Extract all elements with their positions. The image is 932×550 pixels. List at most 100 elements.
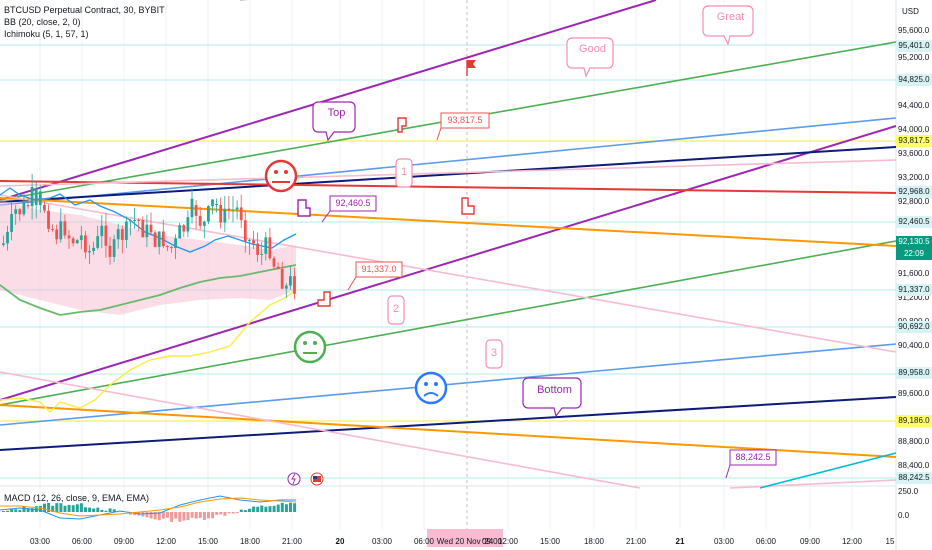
candle <box>59 221 63 240</box>
macd-histogram-bar <box>47 502 51 512</box>
candle <box>190 198 194 218</box>
candle <box>51 228 54 230</box>
chart-title[interactable]: BTCUSD Perpetual Contract, 30, BYBIT <box>4 5 165 15</box>
macd-histogram-bar <box>186 512 190 521</box>
candle <box>38 191 42 205</box>
candle <box>276 266 280 270</box>
x-tick-day: 20 <box>335 537 345 546</box>
candle <box>235 207 239 210</box>
macd-histogram-bar <box>71 505 75 512</box>
last-price-badge: 92,130.5 <box>896 236 932 248</box>
y-tick: 94,000.0 <box>898 125 930 134</box>
y-tick: 90,400.0 <box>898 341 930 350</box>
macd-histogram-bar <box>10 508 14 512</box>
macd-histogram-bar <box>264 506 268 512</box>
price-badge: 94,825.0 <box>896 74 932 86</box>
wave-label-2: 2 <box>392 303 400 315</box>
candle <box>43 205 46 211</box>
candle <box>248 240 251 242</box>
candle <box>227 208 231 210</box>
candle <box>178 225 182 239</box>
macd-histogram-bar <box>30 508 34 512</box>
price-badge: 91,337.0 <box>896 284 932 296</box>
macd-histogram-bar <box>38 506 42 512</box>
crosshair-date-label: Wed 20 Nov '24 <box>436 537 494 546</box>
bb-indicator-label[interactable]: BB (20, close, 2, 0) <box>4 17 81 27</box>
candle <box>157 231 161 247</box>
candle <box>120 229 124 240</box>
candle <box>137 219 141 221</box>
top-bubble <box>312 101 356 142</box>
x-tick: 21:00 <box>625 537 647 546</box>
candle <box>100 225 104 237</box>
macd-tick: 0.0 <box>898 511 910 520</box>
wave-label-3: 3 <box>490 347 498 359</box>
macd-histogram-bar <box>100 509 104 512</box>
x-tick: 09:00 <box>799 537 821 546</box>
macd-tick: 250.0 <box>898 487 919 496</box>
x-tick: 21:00 <box>281 537 303 546</box>
x-tick: 18:00 <box>239 537 261 546</box>
macd-histogram-bar <box>182 512 186 521</box>
macd-histogram-bar <box>157 512 161 521</box>
pointing-hand-icon-2 <box>461 197 475 215</box>
macd-histogram-bar <box>153 512 157 520</box>
macd-histogram-bar <box>34 506 38 512</box>
candle <box>63 221 67 236</box>
x-tick: 03:00 <box>713 537 735 546</box>
macd-histogram-bar <box>59 503 63 512</box>
ichimoku-indicator-label[interactable]: Ichimoku (5, 1, 57, 1) <box>4 29 89 39</box>
candle <box>6 231 9 244</box>
x-tick: 06:00 <box>71 537 93 546</box>
candle <box>174 238 177 248</box>
macd-histogram-bar <box>248 508 251 512</box>
currency-label[interactable]: USD <box>902 7 919 16</box>
macd-histogram-bar <box>145 512 149 518</box>
candle <box>133 219 136 221</box>
candle <box>207 206 210 222</box>
candle <box>112 239 116 257</box>
x-tick: 15 <box>885 537 895 546</box>
macd-histogram-bar <box>268 506 272 512</box>
x-tick: 15:00 <box>197 537 219 546</box>
chart-legend: BTCUSD Perpetual Contract, 30, BYBIT BB … <box>4 4 165 40</box>
macd-indicator-label[interactable]: MACD (12, 26, close, 9, EMA, EMA) <box>4 493 150 503</box>
macd-histogram-bar <box>207 512 210 519</box>
x-tick: 03:00 <box>29 537 51 546</box>
macd-histogram-bar <box>96 507 100 512</box>
x-tick: 09:00 <box>113 537 135 546</box>
candle <box>79 235 83 241</box>
good-bubble <box>566 37 614 78</box>
x-tick: 18:00 <box>583 537 605 546</box>
x-tick-day: 21 <box>675 537 685 546</box>
macd-histogram-bar <box>178 512 182 522</box>
pointing-hand-icon-3 <box>317 291 331 307</box>
macd-histogram-bar <box>149 512 153 519</box>
price-label-88242: 88,242.5 <box>735 452 771 462</box>
macd-histogram-bar <box>108 508 112 512</box>
candle <box>34 188 38 205</box>
candle <box>194 205 198 216</box>
countdown-badge: 22:09 <box>896 248 932 260</box>
macd-histogram-bar <box>43 503 46 512</box>
candle <box>116 229 120 240</box>
candle <box>108 245 112 257</box>
macd-histogram-bar <box>190 512 194 518</box>
macd-histogram-bar <box>88 507 92 512</box>
candle <box>14 209 18 214</box>
good-label: Good <box>579 43 606 55</box>
y-tick: 88,400.0 <box>898 461 930 470</box>
wave-label-1: 1 <box>400 166 408 178</box>
macd-histogram-bar <box>170 512 174 522</box>
candle <box>260 253 264 255</box>
candle <box>104 225 108 246</box>
sad-face-icon <box>414 371 448 405</box>
candle <box>161 231 165 247</box>
macd-histogram-bar <box>289 502 292 512</box>
macd-histogram-bar <box>235 512 239 514</box>
macd-histogram-bar <box>166 512 169 518</box>
candle <box>252 240 255 244</box>
candle <box>284 285 288 289</box>
y-tick: 89,600.0 <box>898 389 930 398</box>
